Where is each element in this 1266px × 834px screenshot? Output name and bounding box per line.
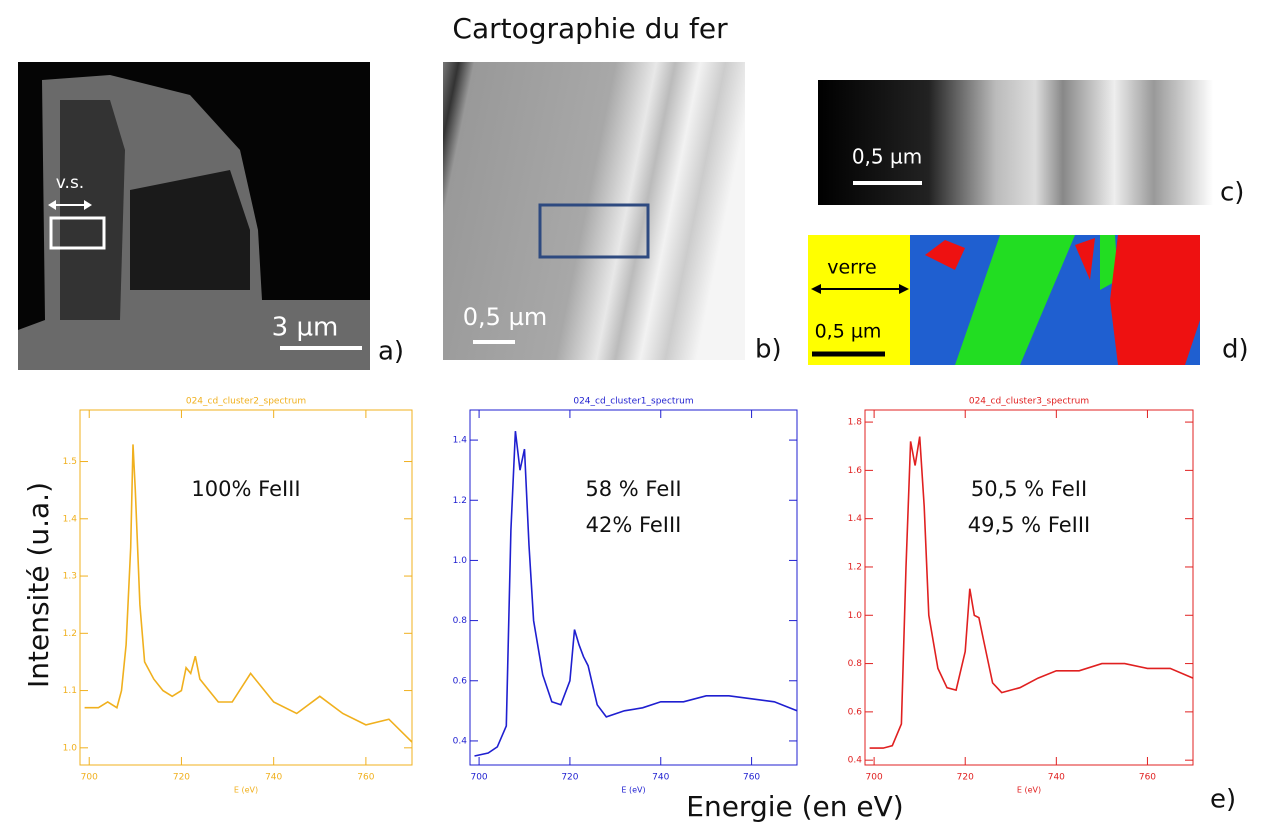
annotation: 58 % FeII [585, 477, 681, 501]
sample-dark [60, 100, 125, 320]
chart-title: 024_cd_cluster2_spectrum [186, 397, 306, 407]
y-tick-label: 1.2 [63, 629, 77, 639]
y-tick-label: 0.8 [848, 659, 863, 669]
panel-d: verre 0,5 µm d) [808, 235, 1249, 365]
panel-label: a) [378, 337, 404, 367]
scale-label: 3 µm [272, 313, 339, 343]
arrow-head [811, 284, 821, 294]
y-tick-label: 1.4 [848, 514, 863, 524]
x-tick-label: 740 [652, 773, 669, 783]
annotation: 49,5 % FeIII [968, 513, 1091, 537]
arrow-head [48, 200, 56, 210]
annotation: 50,5 % FeII [971, 477, 1087, 501]
x-tick-label: 760 [357, 773, 374, 783]
scale-label: 0,5 µm [815, 321, 882, 343]
panel-label: c) [1220, 178, 1244, 208]
x-tick-label: 760 [1139, 773, 1156, 783]
x-axis-label: E (eV) [621, 786, 645, 795]
y-tick-label: 1.2 [453, 496, 467, 506]
y-tick-label: 1.1 [63, 686, 77, 696]
y-tick-label: 1.8 [848, 418, 863, 428]
scale-label: 0,5 µm [463, 303, 547, 331]
y-tick-label: 1.0 [453, 556, 468, 566]
x-tick-label: 760 [743, 773, 760, 783]
annotation: 42% FeIII [586, 513, 682, 537]
x-tick-label: 740 [1048, 773, 1065, 783]
y-tick-label: 1.3 [63, 572, 77, 582]
panel-b: 0,5 µm b) [443, 62, 782, 365]
x-axis-label: E (eV) [1017, 786, 1041, 795]
y-tick-label: 1.0 [848, 611, 863, 621]
panel-label: b) [755, 335, 782, 365]
panel-a: v.s. 3 µm a) [18, 62, 404, 370]
y-axis-title: Intensité (u.a.) [22, 482, 55, 688]
iron-map-zoom [818, 80, 1213, 205]
annotation: verre [827, 257, 877, 279]
x-tick-label: 700 [81, 773, 98, 783]
y-tick-label: 0.6 [453, 676, 468, 686]
annotation: 100% FeIII [191, 477, 300, 501]
x-tick-label: 720 [957, 773, 974, 783]
y-tick-label: 0.6 [848, 707, 863, 717]
scale-label: 0,5 µm [852, 145, 922, 169]
plot-frame [864, 409, 1194, 766]
roi-box [538, 203, 650, 259]
x-tick-label: 700 [470, 773, 487, 783]
x-tick-label: 700 [866, 773, 883, 783]
y-tick-label: 1.5 [63, 457, 77, 467]
panel-c: 0,5 µm c) [818, 80, 1244, 208]
annotation: v.s. [56, 173, 84, 193]
figure-title: Cartographie du fer [452, 12, 728, 45]
spectrum-line [869, 436, 1194, 749]
chart-title: 024_cd_cluster3_spectrum [969, 397, 1089, 407]
x-axis-title: Energie (en eV) [686, 790, 903, 823]
chart-title: 024_cd_cluster1_spectrum [573, 397, 693, 407]
x-axis-label: E (eV) [234, 786, 258, 795]
y-tick-label: 0.8 [453, 616, 468, 626]
cluster-red [1075, 238, 1095, 280]
panel-label: e) [1210, 785, 1236, 815]
spectrum-line [84, 444, 413, 743]
y-tick-label: 0.4 [848, 756, 863, 766]
sample-hole [130, 170, 250, 290]
cluster-red [1110, 235, 1200, 365]
arrow-head [899, 284, 909, 294]
cluster-red [925, 240, 965, 270]
x-tick-label: 720 [561, 773, 578, 783]
panel-label: d) [1222, 335, 1249, 365]
plot-frame [469, 409, 798, 766]
roi-box [49, 216, 106, 250]
plot-frame [79, 409, 413, 766]
cluster-green [955, 235, 1075, 365]
spectrum-line [474, 431, 798, 757]
x-tick-label: 720 [173, 773, 190, 783]
cluster-glass [808, 235, 910, 365]
arrow-head [84, 200, 92, 210]
y-tick-label: 1.0 [63, 743, 78, 753]
x-tick-label: 740 [265, 773, 282, 783]
y-tick-label: 1.2 [848, 562, 862, 572]
y-tick-label: 1.4 [63, 514, 78, 524]
y-tick-label: 1.4 [453, 436, 468, 446]
y-tick-label: 1.6 [848, 466, 863, 476]
y-tick-label: 0.4 [453, 736, 468, 746]
iron-map [443, 62, 745, 360]
